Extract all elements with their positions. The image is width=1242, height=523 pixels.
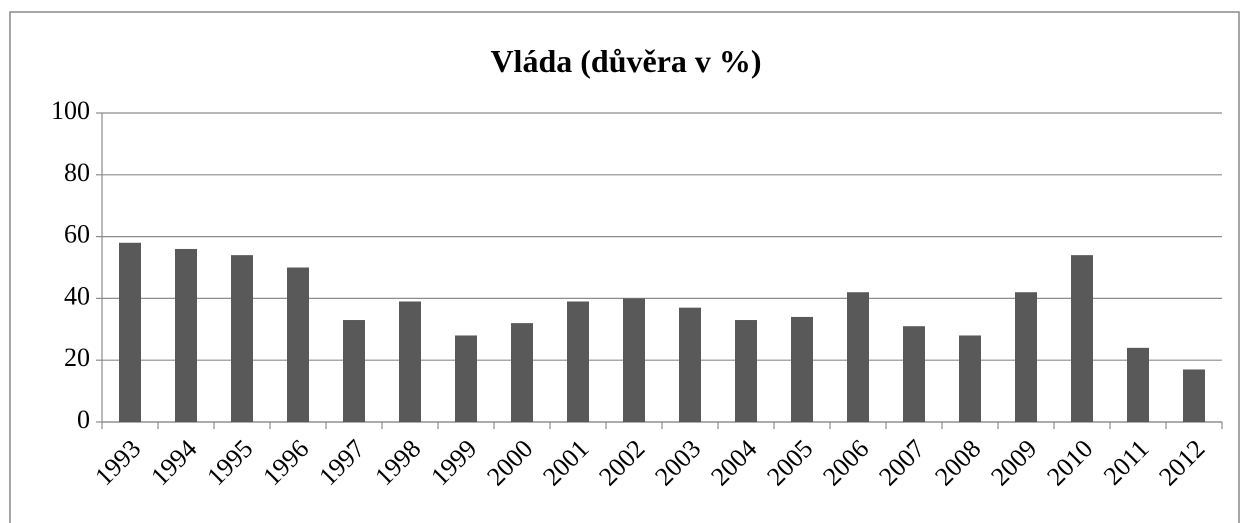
y-tick-label: 80 [64, 158, 90, 187]
x-tick-label: 2000 [481, 434, 538, 491]
x-tick-label: 2005 [761, 434, 818, 491]
x-tick-label: 1999 [425, 434, 482, 491]
bar [1183, 369, 1205, 422]
bar [791, 316, 813, 422]
x-tick-label: 2007 [873, 434, 930, 491]
y-tick-label: 20 [64, 343, 90, 372]
x-tick-label: 2002 [593, 434, 650, 491]
x-tick-label: 2004 [705, 434, 762, 491]
bar [903, 326, 925, 422]
bar [847, 292, 869, 422]
x-tick-label: 1995 [201, 434, 258, 491]
bar [959, 335, 981, 422]
x-tick-label: 1997 [313, 434, 370, 491]
bar [343, 320, 365, 422]
x-tick-label: 2010 [1041, 434, 1098, 491]
y-tick-label: 100 [51, 96, 90, 125]
bar [1015, 292, 1037, 422]
x-tick-label: 1994 [145, 434, 202, 491]
bar [119, 242, 141, 422]
bar [231, 255, 253, 422]
bar [511, 323, 533, 422]
x-tick-label: 2012 [1153, 434, 1210, 491]
chart-title: Vláda (důvěra v %) [490, 43, 761, 79]
bar [623, 298, 645, 422]
chart-frame [9, 11, 1240, 523]
y-tick-label: 40 [64, 281, 90, 310]
x-tick-label: 2001 [537, 434, 594, 491]
x-tick-label: 1998 [369, 434, 426, 491]
bar [679, 307, 701, 422]
bar [399, 301, 421, 422]
bar [287, 267, 309, 422]
bar [455, 335, 477, 422]
bar [175, 248, 197, 422]
y-tick-label: 60 [64, 220, 90, 249]
x-tick-label: 2003 [649, 434, 706, 491]
bar [1127, 347, 1149, 422]
y-tick-label: 0 [77, 405, 90, 434]
bar [567, 301, 589, 422]
x-tick-label: 1993 [89, 434, 146, 491]
x-tick-label: 2006 [817, 434, 874, 491]
x-tick-label: 1996 [257, 434, 314, 491]
x-tick-label: 2011 [1098, 434, 1155, 491]
bar [1071, 255, 1093, 422]
x-tick-label: 2009 [985, 434, 1042, 491]
x-tick-label: 2008 [929, 434, 986, 491]
bar [735, 320, 757, 422]
